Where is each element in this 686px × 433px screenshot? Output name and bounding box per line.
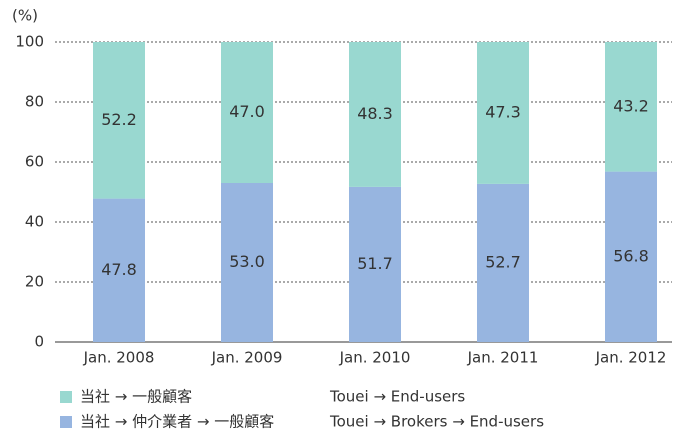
bar-segment bbox=[477, 42, 529, 184]
value-label: 48.3 bbox=[357, 104, 393, 123]
value-label: 47.8 bbox=[101, 260, 137, 279]
y-tick-label: 100 bbox=[15, 33, 44, 51]
y-axis-label: (%) bbox=[12, 7, 38, 25]
bar-segment bbox=[605, 42, 657, 172]
legend-swatch bbox=[60, 416, 72, 428]
value-label: 47.0 bbox=[229, 102, 265, 121]
bar-segment bbox=[221, 42, 273, 183]
bar-segment bbox=[605, 171, 657, 342]
bar-segment bbox=[477, 183, 529, 342]
legend-label-en: Touei → End-users bbox=[329, 388, 465, 406]
bar-segment bbox=[93, 42, 145, 199]
y-tick-label: 40 bbox=[25, 213, 44, 231]
value-label: 52.7 bbox=[485, 252, 521, 271]
bar-segment bbox=[221, 183, 273, 342]
value-label: 43.2 bbox=[613, 96, 649, 115]
y-tick-label: 0 bbox=[34, 333, 44, 351]
x-tick-label: Jan. 2011 bbox=[467, 349, 539, 367]
legend-label-en: Touei → Brokers → End-users bbox=[329, 413, 544, 431]
value-label: 47.3 bbox=[485, 102, 521, 121]
bar-segment bbox=[349, 42, 401, 187]
value-label: 53.0 bbox=[229, 252, 265, 271]
bar-segment bbox=[93, 198, 145, 342]
value-label: 52.2 bbox=[101, 110, 137, 129]
value-label: 56.8 bbox=[613, 246, 649, 265]
value-label: 51.7 bbox=[357, 254, 393, 273]
x-tick-label: Jan. 2008 bbox=[83, 349, 155, 367]
legend-label: 当社 → 仲介業者 → 一般顧客 bbox=[80, 413, 274, 431]
bar-segment bbox=[349, 186, 401, 342]
x-tick-label: Jan. 2009 bbox=[211, 349, 283, 367]
x-tick-label: Jan. 2010 bbox=[339, 349, 411, 367]
y-tick-label: 20 bbox=[25, 273, 44, 291]
x-tick-label: Jan. 2012 bbox=[595, 349, 667, 367]
legend-swatch bbox=[60, 391, 72, 403]
legend-label: 当社 → 一般顧客 bbox=[80, 388, 192, 406]
y-tick-label: 80 bbox=[25, 93, 44, 111]
y-tick-label: 60 bbox=[25, 153, 44, 171]
